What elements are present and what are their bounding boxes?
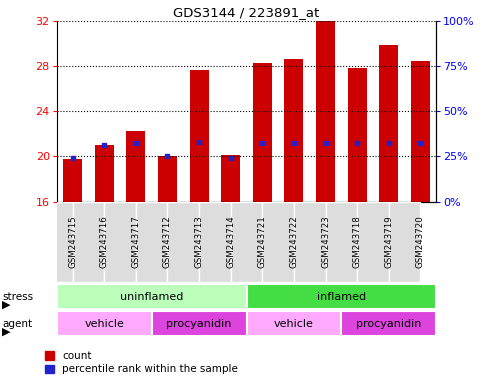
- Bar: [221, 156, 240, 202]
- Text: uninflamed: uninflamed: [120, 291, 183, 302]
- Text: GSM243723: GSM243723: [321, 215, 330, 268]
- Bar: [152, 311, 246, 336]
- Text: GSM243721: GSM243721: [258, 215, 267, 268]
- Bar: [57, 311, 152, 336]
- Text: vehicle: vehicle: [84, 318, 124, 329]
- FancyBboxPatch shape: [41, 202, 72, 282]
- FancyBboxPatch shape: [72, 202, 104, 282]
- Text: GSM243719: GSM243719: [385, 215, 393, 268]
- Bar: [246, 284, 436, 309]
- Text: ▶: ▶: [2, 327, 11, 337]
- Text: GSM243717: GSM243717: [131, 215, 141, 268]
- Bar: [246, 311, 341, 336]
- FancyBboxPatch shape: [262, 202, 294, 282]
- FancyBboxPatch shape: [104, 202, 136, 282]
- FancyBboxPatch shape: [325, 202, 357, 282]
- Text: GSM243720: GSM243720: [416, 215, 425, 268]
- FancyBboxPatch shape: [231, 202, 262, 282]
- Text: vehicle: vehicle: [274, 318, 314, 329]
- FancyBboxPatch shape: [136, 202, 168, 282]
- Text: agent: agent: [2, 318, 33, 329]
- Bar: [316, 20, 335, 202]
- Text: GSM243718: GSM243718: [352, 215, 362, 268]
- FancyBboxPatch shape: [199, 202, 231, 282]
- Text: GSM243716: GSM243716: [100, 215, 108, 268]
- Bar: [95, 145, 113, 202]
- Text: procyanidin: procyanidin: [356, 318, 422, 329]
- Title: GDS3144 / 223891_at: GDS3144 / 223891_at: [174, 5, 319, 18]
- Text: GSM243713: GSM243713: [195, 215, 204, 268]
- Text: stress: stress: [2, 291, 34, 302]
- Bar: [63, 159, 82, 202]
- Text: procyanidin: procyanidin: [166, 318, 232, 329]
- Bar: [348, 68, 367, 202]
- Text: GSM243712: GSM243712: [163, 215, 172, 268]
- Text: GSM243722: GSM243722: [289, 215, 298, 268]
- Bar: [341, 311, 436, 336]
- Text: GSM243714: GSM243714: [226, 215, 235, 268]
- Bar: [158, 157, 177, 202]
- Bar: [126, 131, 145, 202]
- Bar: [380, 45, 398, 202]
- Text: ▶: ▶: [2, 300, 11, 310]
- Bar: [253, 63, 272, 202]
- FancyBboxPatch shape: [389, 202, 421, 282]
- Text: inflamed: inflamed: [317, 291, 366, 302]
- Bar: [284, 60, 304, 202]
- Text: GSM243715: GSM243715: [68, 215, 77, 268]
- Legend: count, percentile rank within the sample: count, percentile rank within the sample: [45, 351, 238, 374]
- FancyBboxPatch shape: [168, 202, 199, 282]
- Bar: [411, 61, 430, 202]
- FancyBboxPatch shape: [294, 202, 325, 282]
- Bar: [57, 284, 246, 309]
- FancyBboxPatch shape: [357, 202, 389, 282]
- Bar: [189, 70, 209, 202]
